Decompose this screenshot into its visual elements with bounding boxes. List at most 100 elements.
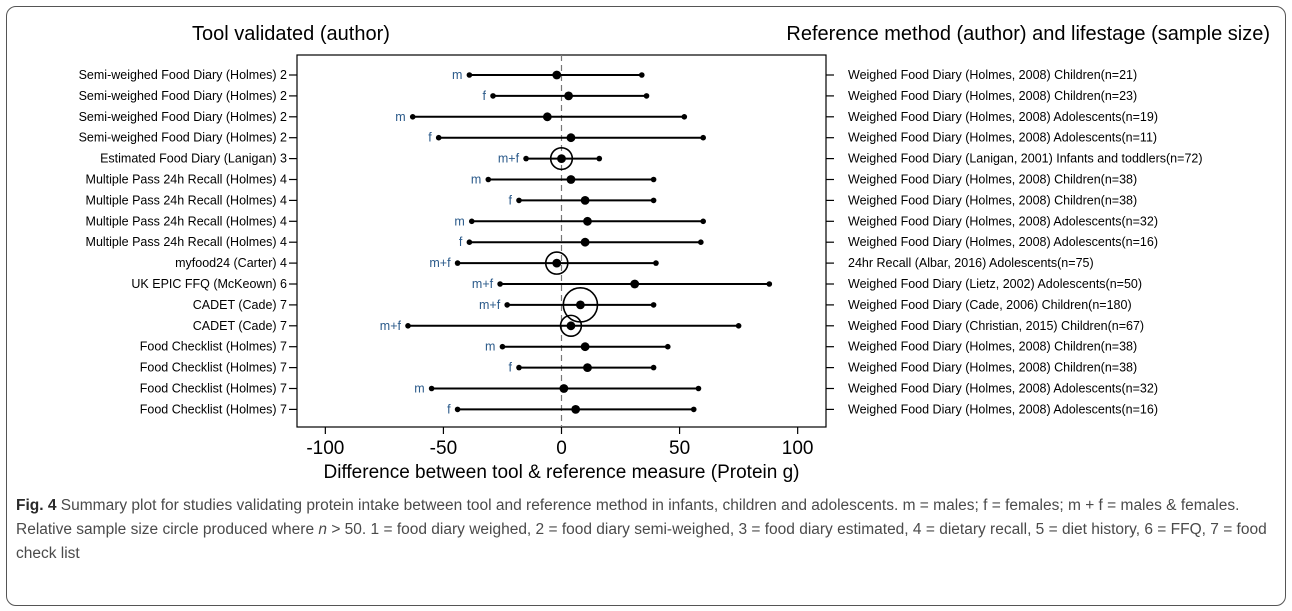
x-tick-label: 50 (669, 438, 690, 459)
tool-label: Estimated Food Diary (Lanigan) 3 (100, 152, 287, 166)
reference-label: Weighed Food Diary (Holmes, 2008) Childr… (848, 361, 1137, 375)
reference-label: Weighed Food Diary (Holmes, 2008) Adoles… (848, 214, 1158, 228)
sex-label: m (414, 382, 424, 396)
x-tick-label: 0 (556, 438, 567, 459)
x-tick-label: -100 (306, 438, 344, 459)
reference-label: Weighed Food Diary (Holmes, 2008) Adoles… (848, 235, 1158, 249)
x-tick-label: -50 (430, 438, 457, 459)
reference-label: Weighed Food Diary (Holmes, 2008) Childr… (848, 89, 1137, 103)
sex-label: m (485, 340, 495, 354)
ci-lower-cap (499, 343, 506, 350)
reference-label: Weighed Food Diary (Christian, 2015) Chi… (848, 319, 1144, 333)
reference-label: Weighed Food Diary (Holmes, 2008) Childr… (848, 68, 1137, 82)
mean-point (571, 405, 581, 414)
ci-lower-cap (409, 114, 416, 120)
ci-lower-cap (523, 155, 529, 162)
caption-text-a: Summary plot for studies validating prot… (16, 497, 1240, 538)
mean-point (575, 300, 585, 310)
sample-size-circle (559, 314, 583, 338)
tool-label: Semi-weighed Food Diary (Holmes) 2 (79, 110, 287, 124)
sex-label: m (395, 110, 405, 124)
sex-label: m+f (472, 277, 494, 291)
sex-label: m (452, 68, 462, 82)
ci-upper-cap (700, 134, 706, 141)
mean-point (552, 258, 562, 268)
ci-lower-cap (516, 197, 522, 204)
tool-label: myfood24 (Carter) 4 (175, 256, 287, 270)
ci-upper-cap (650, 197, 657, 204)
tool-label: Semi-weighed Food Diary (Holmes) 2 (79, 89, 287, 103)
reference-label: Weighed Food Diary (Holmes, 2008) Adoles… (848, 131, 1157, 145)
ci-upper-cap (650, 176, 657, 183)
reference-label: Weighed Food Diary (Lietz, 2002) Adolesc… (848, 277, 1142, 291)
tool-label: Food Checklist (Holmes) 7 (140, 402, 287, 416)
caption-n-symbol: n (318, 521, 328, 538)
ci-lower-cap (504, 302, 510, 308)
sex-label: f (459, 235, 463, 249)
tool-label: Multiple Pass 24h Recall (Holmes) 4 (86, 235, 288, 249)
sex-label: m+f (429, 256, 451, 270)
reference-label: Weighed Food Diary (Holmes, 2008) Childr… (848, 173, 1137, 187)
ci-lower-cap (435, 134, 442, 141)
mean-point (559, 384, 569, 393)
tool-label: Food Checklist (Holmes) 7 (140, 382, 287, 396)
mean-point (583, 216, 592, 226)
mean-point (557, 154, 566, 164)
ci-upper-cap (653, 260, 659, 266)
sex-label: f (447, 402, 451, 416)
mean-point (566, 321, 576, 331)
tool-label: CADET (Cade) 7 (193, 298, 287, 312)
ci-lower-cap (468, 218, 475, 225)
ci-lower-cap (454, 260, 461, 266)
sex-label: m+f (479, 298, 501, 312)
sex-label: m+f (498, 152, 520, 166)
sex-label: m (454, 214, 464, 228)
ci-upper-cap (596, 155, 603, 162)
reference-label: Weighed Food Diary (Lanigan, 2001) Infan… (848, 152, 1203, 166)
mean-point (566, 175, 576, 184)
tool-label: Multiple Pass 24h Recall (Holmes) 4 (86, 173, 288, 187)
sex-label: m (471, 173, 481, 187)
sex-label: f (428, 131, 432, 145)
ci-upper-cap (638, 72, 645, 78)
mean-point (580, 342, 590, 352)
reference-label: Weighed Food Diary (Holmes, 2008) Childr… (848, 193, 1137, 207)
forest-plot: Tool validated (author) Reference method … (79, 23, 1270, 483)
reference-label: Weighed Food Diary (Cade, 2006) Children… (848, 298, 1132, 312)
reference-label: Weighed Food Diary (Holmes, 2008) Adoles… (848, 402, 1158, 416)
tool-label: CADET (Cade) 7 (193, 319, 287, 333)
mean-point (583, 363, 592, 372)
ci-lower-cap (485, 176, 492, 183)
caption-fig-label: Fig. 4 (16, 497, 57, 514)
tool-label: UK EPIC FFQ (McKeown) 6 (131, 277, 287, 291)
ci-upper-cap (664, 343, 671, 350)
ci-lower-cap (490, 93, 496, 99)
sample-size-circle (549, 147, 574, 171)
x-axis-label: Difference between tool & reference meas… (324, 462, 800, 483)
sex-label: f (483, 89, 487, 103)
ci-upper-cap (766, 281, 773, 287)
mean-point (566, 133, 576, 143)
ci-lower-cap (428, 385, 435, 392)
ci-upper-cap (643, 93, 650, 99)
mean-point (580, 196, 590, 205)
ci-lower-cap (516, 364, 522, 371)
ci-upper-cap (690, 406, 697, 413)
sex-label: m+f (380, 319, 402, 333)
figure-frame (6, 6, 1286, 606)
mean-point (630, 279, 640, 289)
ci-lower-cap (466, 239, 473, 245)
reference-label: Weighed Food Diary (Holmes, 2008) Adoles… (848, 110, 1158, 124)
tool-label: Multiple Pass 24h Recall (Holmes) 4 (86, 193, 288, 207)
tool-label: Food Checklist (Holmes) 7 (140, 340, 287, 354)
ci-lower-cap (466, 72, 473, 78)
reference-label: Weighed Food Diary (Holmes, 2008) Adoles… (848, 382, 1158, 396)
x-tick-label: 100 (782, 438, 814, 459)
sex-label: f (509, 361, 513, 375)
sex-label: f (509, 193, 513, 207)
mean-point (580, 237, 590, 247)
right-header: Reference method (author) and lifestage … (786, 23, 1270, 45)
caption-text-b: > 50. 1 = food diary weighed, 2 = food d… (16, 521, 1267, 562)
reference-label: Weighed Food Diary (Holmes, 2008) Childr… (848, 340, 1137, 354)
ci-upper-cap (735, 323, 742, 329)
